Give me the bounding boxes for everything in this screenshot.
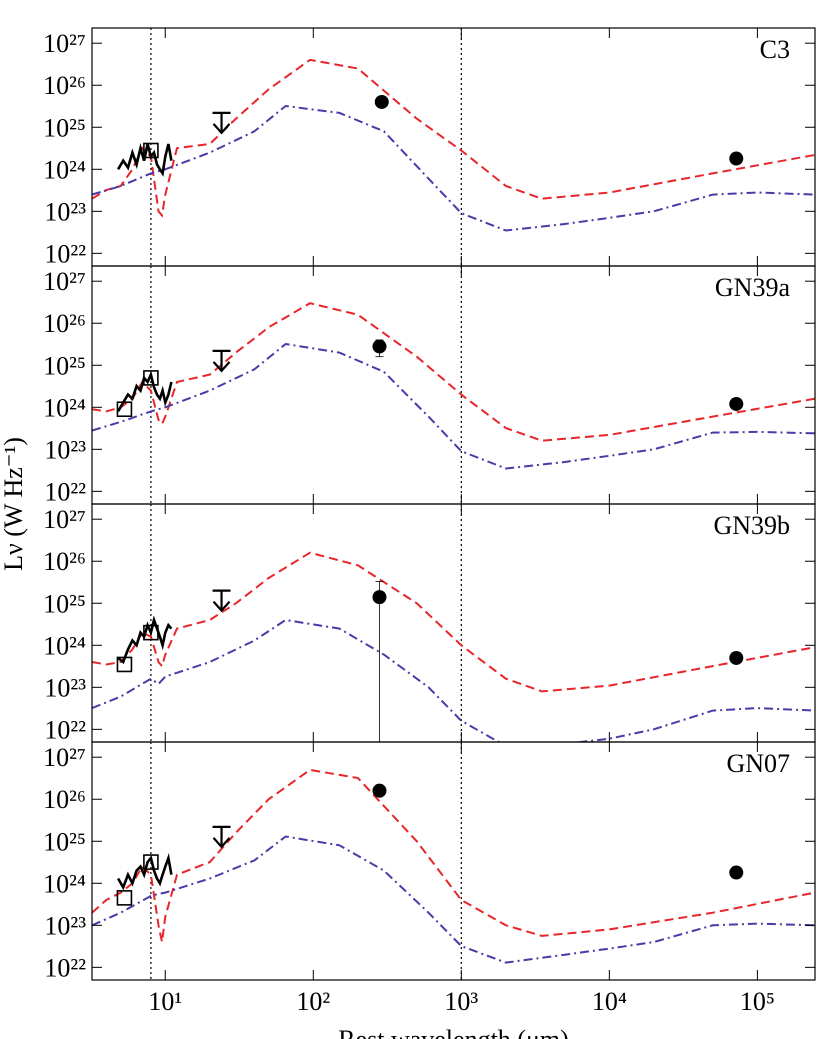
circle-marker — [374, 94, 389, 109]
y-tick-label: 10²⁶ — [43, 309, 86, 338]
x-tick-label: 10² — [296, 987, 330, 1016]
y-tick-label: 10²⁷ — [43, 267, 86, 296]
x-tick-label: 10¹ — [148, 987, 182, 1016]
y-tick-label: 10²³ — [44, 911, 86, 940]
panel-frame — [91, 27, 816, 267]
y-tick-label: 10²² — [44, 715, 86, 744]
y-tick-label: 10²⁶ — [43, 547, 86, 576]
y-tick-label: 10²² — [44, 239, 86, 268]
x-tick-label: 10³ — [444, 987, 478, 1016]
y-tick-label: 10²³ — [44, 197, 86, 226]
sed-curve — [92, 104, 815, 232]
circle-marker — [372, 783, 387, 798]
x-axis-label: Rest wavelength (μm) — [338, 1025, 569, 1039]
sed-curve — [92, 835, 815, 964]
square-marker — [143, 624, 159, 641]
y-tick-label: 10²² — [44, 477, 86, 506]
circle-marker — [372, 590, 387, 605]
circle-marker — [729, 650, 744, 665]
y-tick-label: 10²⁶ — [43, 71, 86, 100]
panel-title: GN39a — [715, 273, 791, 302]
y-tick-label: 10²⁶ — [43, 785, 86, 814]
plot-area — [92, 28, 815, 266]
y-tick-label: 10²³ — [44, 435, 86, 464]
x-tick-label: 10⁵ — [740, 987, 775, 1016]
sed-curve — [92, 58, 815, 218]
circle-marker — [729, 396, 744, 411]
square-marker — [116, 890, 133, 906]
y-tick-label: 10²⁷ — [43, 505, 86, 534]
panel-title: C3 — [760, 35, 790, 64]
y-tick-label: 10²² — [44, 953, 86, 982]
upper-limit — [212, 111, 231, 135]
plot-area — [92, 504, 815, 742]
sed-curve — [116, 370, 173, 413]
y-tick-label: 10²⁴ — [43, 631, 86, 660]
y-tick-label: 10²⁵ — [43, 351, 86, 380]
sed-curve — [92, 342, 815, 470]
y-tick-label: 10²⁵ — [43, 827, 86, 856]
circle-marker — [729, 865, 744, 880]
y-tick-label: 10²⁴ — [43, 869, 86, 898]
y-tick-label: 10²⁴ — [43, 393, 86, 422]
square-marker — [143, 854, 159, 870]
y-tick-label: 10²⁵ — [43, 113, 86, 142]
square-marker — [116, 401, 133, 418]
upper-limit — [212, 825, 231, 849]
y-tick-label: 10²⁴ — [43, 155, 86, 184]
y-tick-label: 10²⁵ — [43, 589, 86, 618]
square-marker — [143, 142, 159, 159]
plot-area — [92, 742, 815, 980]
panel-title: GN39b — [713, 511, 790, 540]
sed-curve — [92, 551, 815, 693]
sed-curve — [92, 618, 815, 742]
plot-area — [92, 266, 815, 504]
x-tick-label: 10⁴ — [592, 987, 627, 1016]
y-tick-label: 10²⁷ — [43, 743, 86, 772]
y-tick-label: 10²⁷ — [43, 29, 86, 58]
upper-limit — [212, 349, 231, 373]
sed-curve — [116, 852, 173, 891]
square-marker — [143, 370, 159, 386]
y-tick-label: 10²³ — [44, 673, 86, 702]
circle-marker — [372, 339, 387, 354]
upper-limit — [212, 589, 231, 613]
panel-frame — [91, 741, 816, 981]
panel-frame — [91, 265, 816, 505]
square-marker — [116, 656, 133, 673]
sed-curve — [92, 768, 815, 943]
panel-title: GN07 — [726, 749, 790, 778]
circle-marker — [729, 151, 744, 166]
sed-curve — [92, 302, 815, 442]
y-axis-label: Lν (W Hz⁻¹) — [0, 437, 28, 571]
sed-curve — [117, 615, 173, 665]
sed-curve — [116, 142, 173, 177]
